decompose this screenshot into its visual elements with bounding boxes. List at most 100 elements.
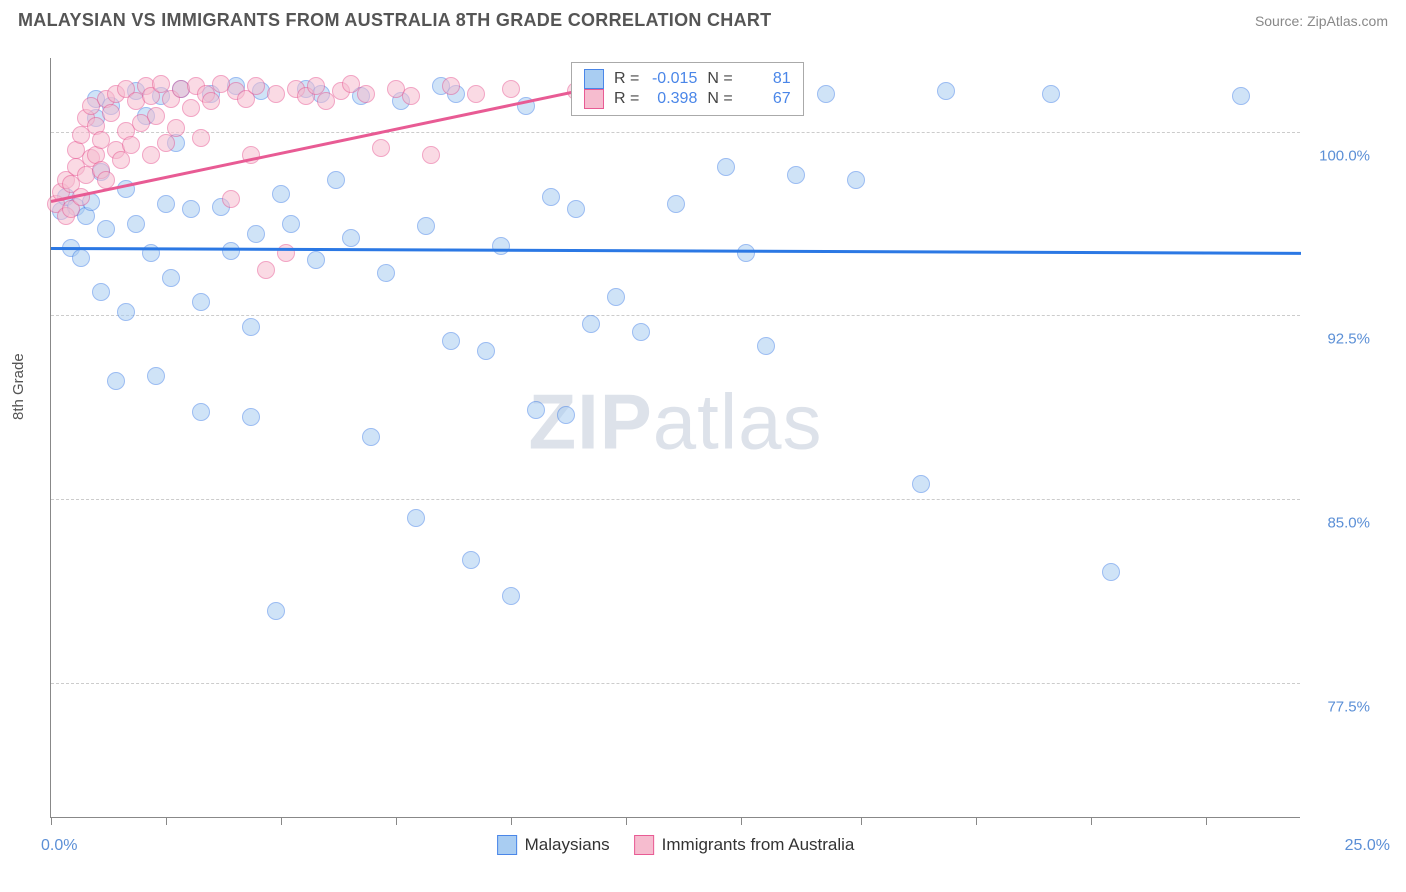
data-point <box>167 119 185 137</box>
data-point <box>157 195 175 213</box>
data-point <box>282 215 300 233</box>
x-min-label: 0.0% <box>41 837 77 855</box>
x-tick <box>1206 817 1207 825</box>
data-point <box>267 85 285 103</box>
data-point <box>527 401 545 419</box>
data-point <box>667 195 685 213</box>
n-value: 67 <box>743 90 791 108</box>
x-tick <box>166 817 167 825</box>
data-point <box>502 80 520 98</box>
data-point <box>407 509 425 527</box>
plot-area: ZIPatlas 77.5%85.0%92.5%100.0%0.0%25.0%R… <box>50 58 1300 818</box>
data-point <box>182 99 200 117</box>
data-point <box>107 372 125 390</box>
x-tick <box>861 817 862 825</box>
data-point <box>362 428 380 446</box>
legend-swatch <box>634 835 654 855</box>
x-tick <box>511 817 512 825</box>
data-point <box>97 220 115 238</box>
stats-row: R =-0.015 N =81 <box>584 69 791 89</box>
data-point <box>242 318 260 336</box>
data-point <box>272 185 290 203</box>
data-point <box>247 77 265 95</box>
data-point <box>442 77 460 95</box>
data-point <box>142 146 160 164</box>
data-point <box>72 249 90 267</box>
legend-label: Malaysians <box>525 835 610 855</box>
data-point <box>162 269 180 287</box>
x-tick <box>1091 817 1092 825</box>
x-max-label: 25.0% <box>1345 837 1390 855</box>
data-point <box>717 158 735 176</box>
data-point <box>372 139 390 157</box>
data-point <box>97 171 115 189</box>
data-point <box>92 283 110 301</box>
data-point <box>257 261 275 279</box>
y-tick-label: 100.0% <box>1319 147 1370 164</box>
x-tick <box>741 817 742 825</box>
gridline <box>51 132 1300 133</box>
data-point <box>147 367 165 385</box>
data-point <box>222 190 240 208</box>
data-point <box>122 136 140 154</box>
r-label: R = <box>614 90 639 108</box>
n-label: N = <box>707 90 732 108</box>
data-point <box>607 288 625 306</box>
data-point <box>912 475 930 493</box>
data-point <box>462 551 480 569</box>
data-point <box>477 342 495 360</box>
data-point <box>127 215 145 233</box>
x-tick <box>281 817 282 825</box>
data-point <box>632 323 650 341</box>
data-point <box>117 303 135 321</box>
data-point <box>567 200 585 218</box>
data-point <box>342 229 360 247</box>
data-point <box>817 85 835 103</box>
data-point <box>242 408 260 426</box>
data-point <box>307 251 325 269</box>
data-point <box>442 332 460 350</box>
y-tick-label: 77.5% <box>1327 699 1370 716</box>
legend-swatch <box>497 835 517 855</box>
x-tick <box>626 817 627 825</box>
data-point <box>422 146 440 164</box>
r-value: -0.015 <box>649 70 697 88</box>
data-point <box>192 129 210 147</box>
gridline <box>51 315 1300 316</box>
data-point <box>417 217 435 235</box>
data-point <box>1042 85 1060 103</box>
chart-title: MALAYSIAN VS IMMIGRANTS FROM AUSTRALIA 8… <box>18 10 771 31</box>
stats-legend: R =-0.015 N =81R =0.398 N =67 <box>571 62 804 116</box>
data-point <box>267 602 285 620</box>
data-point <box>377 264 395 282</box>
legend-item: Malaysians <box>497 835 610 855</box>
data-point <box>102 104 120 122</box>
data-point <box>192 403 210 421</box>
data-point <box>757 337 775 355</box>
y-axis-label: 8th Grade <box>10 353 27 420</box>
data-point <box>542 188 560 206</box>
legend-swatch <box>584 89 604 109</box>
source-label: Source: ZipAtlas.com <box>1255 13 1388 29</box>
data-point <box>277 244 295 262</box>
data-point <box>327 171 345 189</box>
data-point <box>937 82 955 100</box>
data-point <box>787 166 805 184</box>
data-point <box>1232 87 1250 105</box>
legend-swatch <box>584 69 604 89</box>
data-point <box>402 87 420 105</box>
stats-row: R =0.398 N =67 <box>584 89 791 109</box>
data-point <box>247 225 265 243</box>
chart-container: ZIPatlas 77.5%85.0%92.5%100.0%0.0%25.0%R… <box>50 58 1380 818</box>
legend-label: Immigrants from Australia <box>662 835 855 855</box>
n-value: 81 <box>743 70 791 88</box>
data-point <box>182 200 200 218</box>
data-point <box>467 85 485 103</box>
data-point <box>202 92 220 110</box>
gridline <box>51 499 1300 500</box>
watermark: ZIPatlas <box>528 377 822 468</box>
data-point <box>1102 563 1120 581</box>
x-tick <box>396 817 397 825</box>
data-point <box>192 293 210 311</box>
x-tick <box>51 817 52 825</box>
